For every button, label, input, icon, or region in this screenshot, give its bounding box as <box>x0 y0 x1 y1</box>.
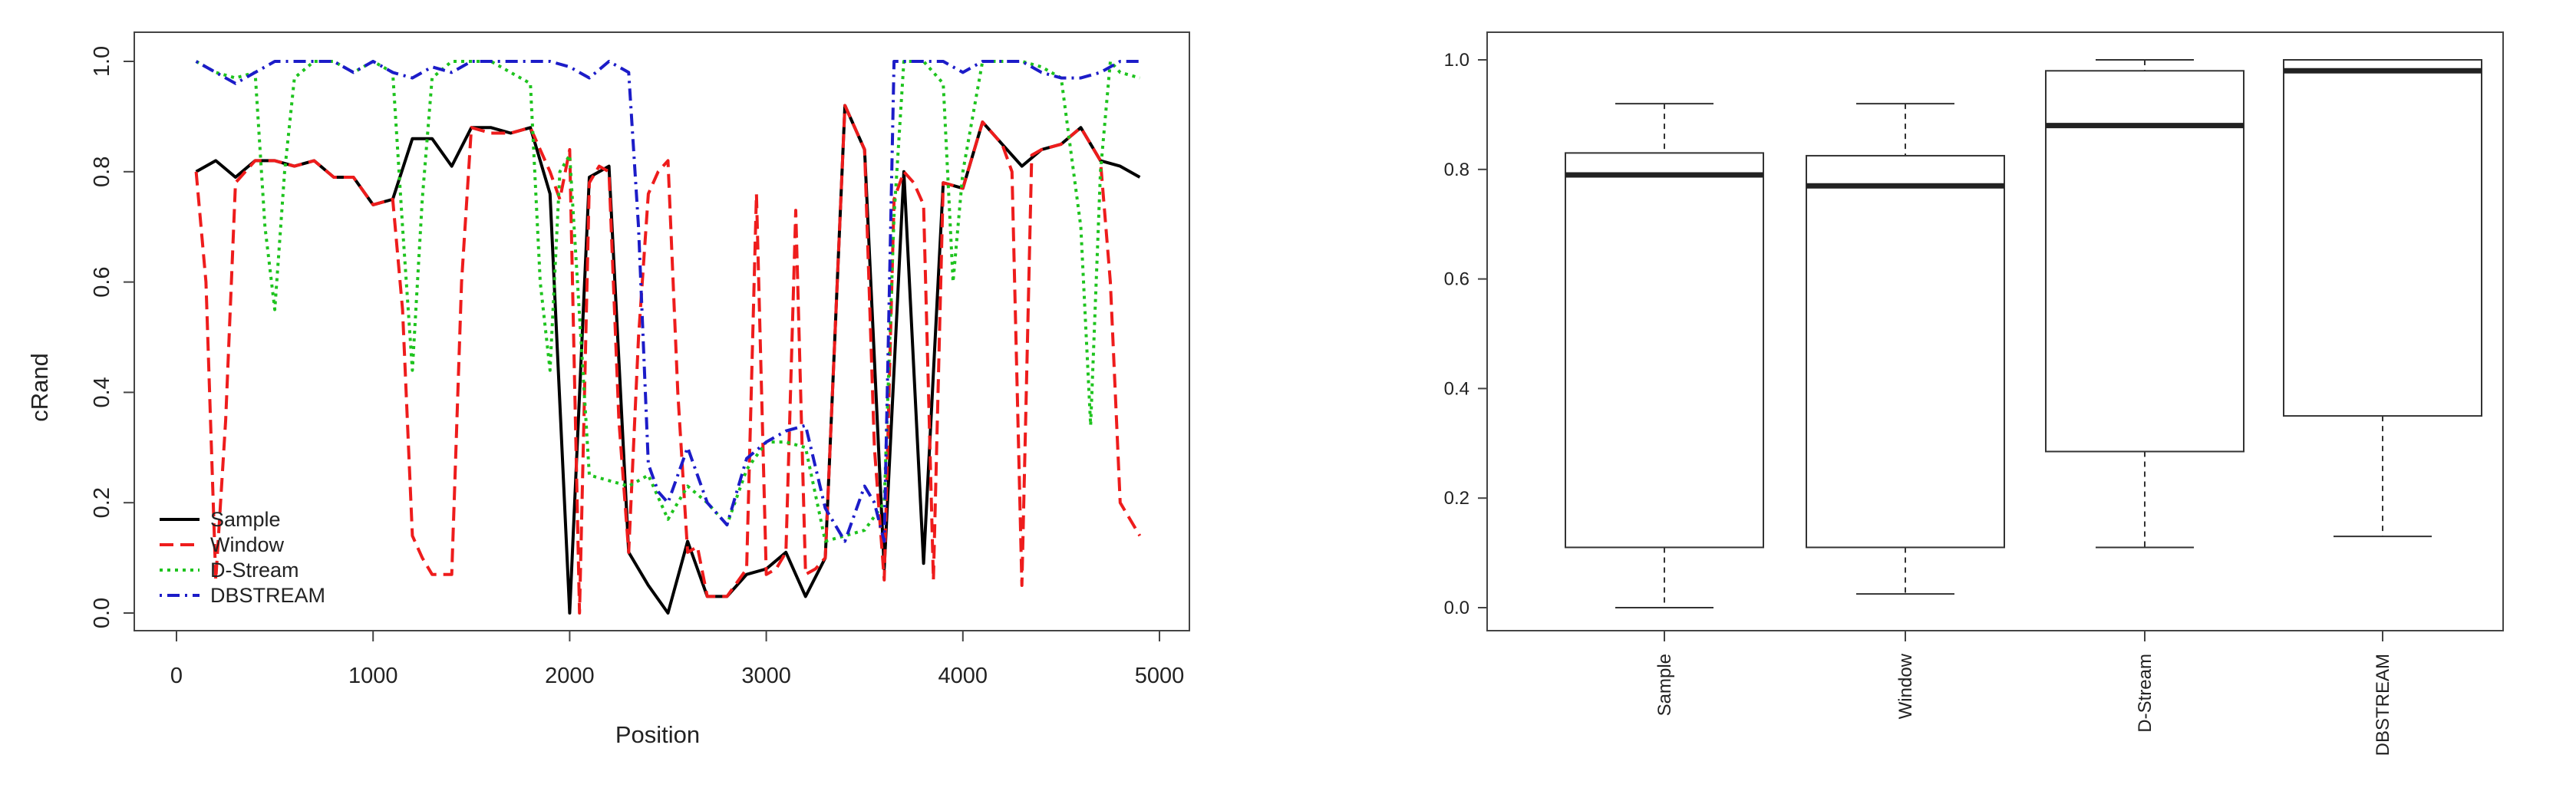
box-sample <box>1565 103 1764 608</box>
x-tick-label: Sample <box>1654 654 1675 716</box>
x-tick-label: 4000 <box>938 664 988 688</box>
iqr-box <box>2045 70 2245 453</box>
x-tick-label: 0 <box>170 664 183 688</box>
line-y-axis-title: cRand <box>26 353 53 422</box>
line-chart: 0 1000 2000 3000 4000 5000 0.0 0.2 0.4 0.6 0.8 1.0… <box>26 31 1190 748</box>
series-line-window <box>194 104 1142 615</box>
iqr-box <box>1565 152 1764 549</box>
legend-label: D-Stream <box>210 559 299 582</box>
box-d-stream <box>2045 59 2245 549</box>
x-tick-label: D-Stream <box>2135 654 2155 733</box>
box-x-axis: Sample Window D-Stream DBSTREAM <box>1654 631 2393 756</box>
y-tick-label: 0.0 <box>90 598 114 628</box>
box-window <box>1806 103 2005 595</box>
series-line-d-stream <box>195 60 1140 543</box>
y-tick-label: 0.4 <box>90 377 114 407</box>
x-tick-label: Window <box>1895 653 1916 719</box>
box-elements-group <box>1565 59 2482 608</box>
x-tick-label: 5000 <box>1135 664 1185 688</box>
line-x-axis: 0 1000 2000 3000 4000 5000 <box>170 631 1184 688</box>
y-tick-label: 0.6 <box>1444 269 1469 290</box>
x-tick-label: 2000 <box>545 664 595 688</box>
legend-label: DBSTREAM <box>210 584 325 607</box>
box-y-axis: 0.0 0.2 0.4 0.6 0.8 1.0 <box>1444 50 1487 618</box>
y-tick-label: 0.0 <box>1444 598 1469 618</box>
iqr-box <box>2283 59 2482 417</box>
x-tick-label: 3000 <box>741 664 791 688</box>
x-tick-label: DBSTREAM <box>2373 654 2393 756</box>
iqr-box <box>1806 154 2005 549</box>
x-tick-label: 1000 <box>348 664 398 688</box>
y-tick-label: 0.2 <box>90 487 114 518</box>
y-tick-label: 0.8 <box>90 157 114 187</box>
line-x-axis-title: Position <box>615 721 700 748</box>
legend-label: Window <box>210 533 285 556</box>
box-plot-frame <box>1486 31 2504 631</box>
y-tick-label: 1.0 <box>1444 50 1469 71</box>
series-line-dbstream <box>195 60 1140 543</box>
y-tick-label: 0.8 <box>1444 160 1469 180</box>
y-tick-label: 0.6 <box>90 266 114 297</box>
line-plot-frame <box>134 31 1190 631</box>
box-chart: 0.0 0.2 0.4 0.6 0.8 1.0 Sample Window D-Stream D… <box>1444 31 2504 756</box>
y-tick-label: 0.4 <box>1444 378 1469 399</box>
box-dbstream <box>2283 59 2482 538</box>
line-y-axis: 0.0 0.2 0.4 0.6 0.8 1.0 <box>90 46 134 628</box>
legend-label: Sample <box>210 508 281 531</box>
line-series-group <box>194 60 1142 615</box>
y-tick-label: 1.0 <box>90 46 114 77</box>
y-tick-label: 0.2 <box>1444 488 1469 509</box>
